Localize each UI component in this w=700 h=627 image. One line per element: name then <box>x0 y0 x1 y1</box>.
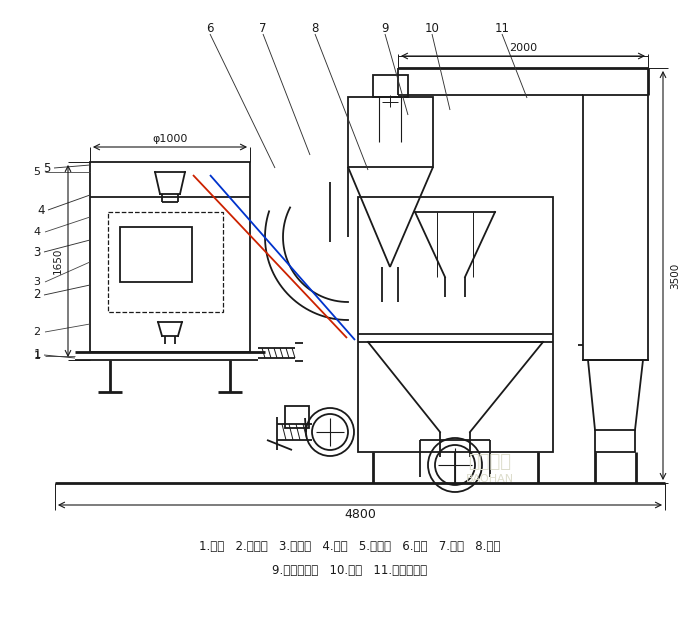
Text: 9: 9 <box>382 21 388 34</box>
Bar <box>583 95 648 360</box>
Text: 3: 3 <box>34 277 41 287</box>
Text: 11: 11 <box>494 21 510 34</box>
Text: 3: 3 <box>34 246 41 258</box>
Bar <box>348 97 433 167</box>
Text: 2: 2 <box>34 288 41 302</box>
Text: 1650: 1650 <box>53 248 63 274</box>
Text: 1: 1 <box>34 351 41 361</box>
Text: 4: 4 <box>37 204 45 216</box>
Text: 1.底座   2.回风道   3.激振器   4.筛网   5.进料斗   6.风机   7.绞龙   8.料仓: 1.底座 2.回风道 3.激振器 4.筛网 5.进料斗 6.风机 7.绞龙 8.… <box>199 540 500 554</box>
Text: 7: 7 <box>259 21 267 34</box>
Text: 8: 8 <box>312 21 318 34</box>
Text: 2000: 2000 <box>509 43 537 53</box>
Text: φ1000: φ1000 <box>153 134 188 144</box>
Text: 2: 2 <box>34 327 41 337</box>
Bar <box>358 197 553 452</box>
Text: 5: 5 <box>34 167 41 177</box>
Text: 1: 1 <box>34 349 41 362</box>
Bar <box>90 162 250 352</box>
Text: 6: 6 <box>206 21 214 34</box>
Bar <box>120 227 192 282</box>
Text: 5: 5 <box>43 162 50 174</box>
Bar <box>108 212 223 312</box>
Bar <box>595 430 635 452</box>
Text: 宝汉机械: 宝汉机械 <box>468 453 512 471</box>
Text: 3500: 3500 <box>670 262 680 288</box>
Text: 4: 4 <box>34 227 41 237</box>
Bar <box>285 406 309 428</box>
Text: 10: 10 <box>425 21 440 34</box>
Text: 4800: 4800 <box>344 508 376 522</box>
Bar <box>373 75 408 97</box>
Text: BAOHAN: BAOHAN <box>466 474 514 484</box>
Text: 9.旋风分离器   10.支架   11.布袋除尘器: 9.旋风分离器 10.支架 11.布袋除尘器 <box>272 564 428 576</box>
